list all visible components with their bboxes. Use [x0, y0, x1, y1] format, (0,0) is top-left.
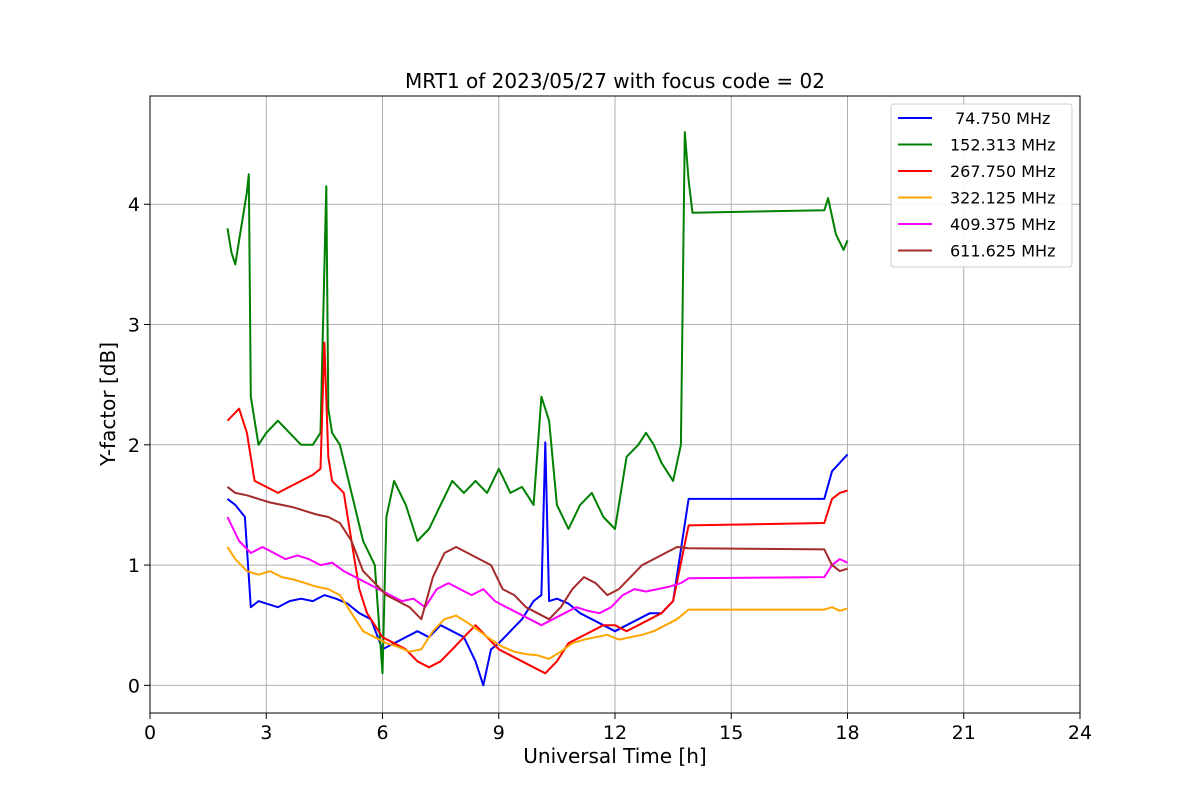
- legend-label: 611.625 MHz: [950, 242, 1055, 261]
- x-tick-label: 6: [376, 722, 388, 744]
- x-tick-label: 24: [1068, 722, 1092, 744]
- chart-title: MRT1 of 2023/05/27 with focus code = 02: [405, 69, 825, 93]
- series-line-5: [226, 486, 848, 621]
- legend: 74.750 MHz 152.313 MHz 267.750 MHz 322.125 …: [890, 103, 1073, 268]
- x-tick-label: 15: [719, 722, 743, 744]
- legend-box: [890, 103, 1073, 268]
- x-tick-label: 21: [952, 722, 976, 744]
- plot-area: [226, 131, 849, 687]
- series-group: [226, 131, 849, 687]
- y-tick-label: 0: [128, 675, 140, 697]
- legend-label: 409.375 MHz: [950, 215, 1055, 234]
- series-line-3: [226, 546, 848, 660]
- series-line-0: [226, 441, 849, 687]
- y-tick-label: 3: [128, 315, 140, 337]
- y-axis-ticks: 0 1 2 3 4: [128, 194, 150, 697]
- x-tick-label: 3: [260, 722, 272, 744]
- legend-label: 152.313 MHz: [950, 136, 1055, 155]
- series-line-1: [226, 131, 849, 675]
- x-tick-label: 18: [835, 722, 859, 744]
- y-axis-label: Y-factor [dB]: [96, 342, 120, 467]
- legend-label: 322.125 MHz: [950, 189, 1055, 208]
- x-axis-ticks: 0 3 6 9 12 15 18 21 24: [144, 713, 1092, 744]
- y-tick-label: 2: [128, 435, 140, 457]
- y-tick-label: 4: [128, 194, 140, 216]
- x-axis-label: Universal Time [h]: [523, 744, 706, 768]
- y-tick-label: 1: [128, 555, 140, 577]
- series-line-2: [226, 341, 848, 675]
- legend-label: 74.750 MHz: [950, 109, 1050, 128]
- legend-label: 267.750 MHz: [950, 162, 1055, 181]
- series-line-4: [226, 516, 848, 627]
- x-tick-label: 0: [144, 722, 156, 744]
- x-tick-label: 12: [603, 722, 627, 744]
- x-tick-label: 9: [493, 722, 505, 744]
